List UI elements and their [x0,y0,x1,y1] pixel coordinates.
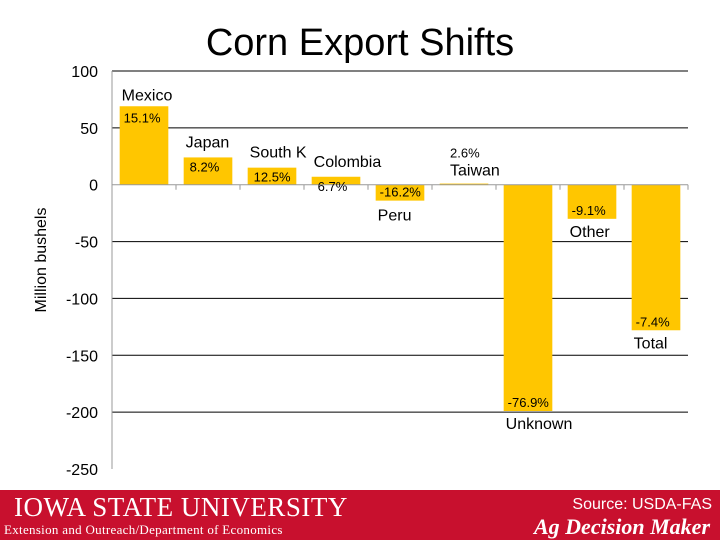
y-tick-label: -50 [75,235,98,252]
category-label: Colombia [314,154,382,171]
source-note: Source: USDA-FAS [572,496,712,513]
bar [375,184,425,201]
y-tick-label: -100 [66,291,98,308]
y-axis-label: Million bushels [33,208,50,313]
data-label: -7.4% [636,314,670,329]
y-tick-label: 0 [89,178,98,195]
data-label: 8.2% [190,159,220,174]
bar-chart: 100 50 0 -50 -100 -150 -200 -250 Million bushels… [33,64,689,479]
data-label: 6.7% [318,179,348,194]
footer-banner: IOWA STATE UNIVERSITY Extension and Outr… [0,490,720,540]
bar [119,106,169,185]
category-label: Other [570,224,611,241]
chart-title: Corn Export Shifts [205,22,515,64]
bar [247,167,297,185]
category-label: Unknown [506,416,573,433]
category-label: Mexico [122,87,173,104]
category-label: Peru [378,208,412,225]
bar [567,184,617,219]
data-label: 12.5% [254,170,291,185]
y-tick-label: -150 [66,348,98,365]
bar [311,176,361,185]
university-logo-text: IOWA STATE UNIVERSITY [14,492,348,522]
y-tick-label: -200 [66,405,98,422]
data-label: -16.2% [380,185,422,200]
category-label: Total [634,335,668,352]
category-label: South K [250,145,307,162]
bar [631,184,681,331]
data-label: -9.1% [572,203,606,218]
bar [183,157,233,185]
brand-text: Ag Decision Maker [534,514,710,539]
bar [503,184,553,412]
extension-text: Extension and Outreach/Department of Eco… [4,522,283,537]
y-tick-label: 100 [71,64,98,81]
category-label: Japan [186,134,230,151]
data-label: -76.9% [508,395,550,410]
data-label: 2.6% [450,146,480,161]
y-tick-label: 50 [80,121,98,138]
data-label: 15.1% [124,110,161,125]
y-tick-label: -250 [66,462,98,479]
category-label: Taiwan [450,163,500,180]
